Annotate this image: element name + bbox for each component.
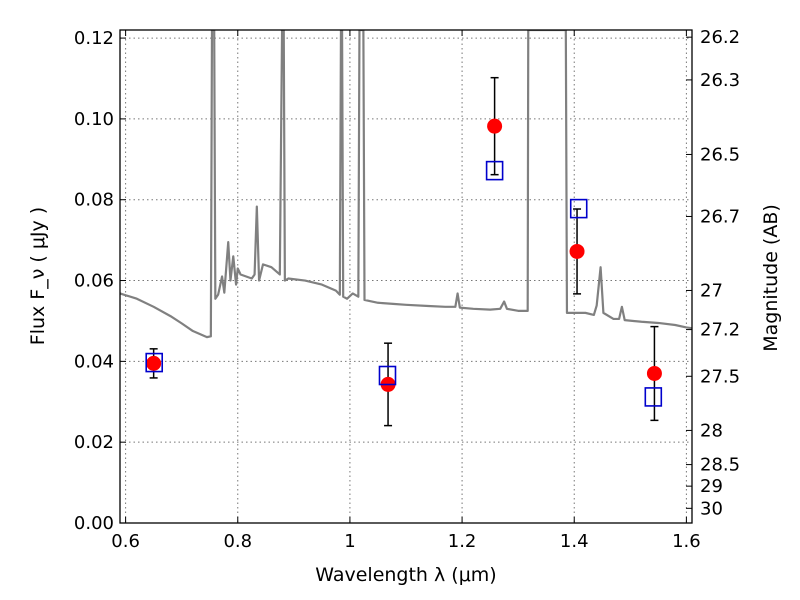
tick-labels: 0.6 0.8 1 1.2 1.4 1.6 0.00 0.02 0.04 0.06 0.08 0.10… xyxy=(74,27,740,552)
flux-point xyxy=(487,118,503,134)
mag-tick-label: 27.2 xyxy=(700,320,740,341)
mag-tick-label: 28.5 xyxy=(700,455,740,476)
y-tick-label: 0.08 xyxy=(74,190,114,211)
model-photometry-squares xyxy=(145,160,663,407)
y-tick-label: 0.02 xyxy=(74,432,114,453)
model-square xyxy=(644,387,663,407)
mag-tick-label: 30 xyxy=(700,498,723,519)
y-tick-label: 0.04 xyxy=(74,351,114,372)
mag-tick-label: 28 xyxy=(700,420,723,441)
x-tick-label: 1 xyxy=(344,531,355,552)
flux-point xyxy=(569,243,585,259)
model-spectrum xyxy=(120,30,692,339)
mag-tick-label: 26.7 xyxy=(700,206,740,227)
y-tick-label: 0.12 xyxy=(74,28,114,49)
x-axis-title: Wavelength λ (μm) xyxy=(315,564,496,586)
mag-tick-label: 29 xyxy=(700,476,723,497)
grid xyxy=(120,30,692,523)
axes xyxy=(119,29,693,524)
flux-errorbars xyxy=(146,76,662,427)
flux-point xyxy=(146,355,162,371)
right-axis-title: Magnitude (AB) xyxy=(760,204,782,352)
mag-tick-label: 26.3 xyxy=(700,70,740,91)
y-tick-label: 0.00 xyxy=(74,513,114,534)
x-tick-label: 0.8 xyxy=(223,531,252,552)
model-square xyxy=(485,160,504,181)
x-tick-label: 1.6 xyxy=(672,531,701,552)
y-tick-label: 0.10 xyxy=(74,109,114,130)
mag-tick-label: 26.2 xyxy=(700,27,740,48)
x-tick-label: 1.2 xyxy=(448,531,477,552)
flux-point xyxy=(646,365,662,381)
model-square xyxy=(378,365,397,386)
model-square xyxy=(569,198,588,219)
model-square xyxy=(145,352,164,373)
y-tick-label: 0.06 xyxy=(74,271,114,292)
mag-tick-label: 27 xyxy=(700,280,723,301)
spectrum-line xyxy=(120,30,692,339)
mag-tick-label: 27.5 xyxy=(700,366,740,387)
mag-tick-label: 26.5 xyxy=(700,144,740,165)
y-axis-title: Flux F_ν ( μJy ) xyxy=(27,207,49,345)
plot-frame xyxy=(119,29,693,524)
x-tick-label: 0.6 xyxy=(111,531,140,552)
x-tick-label: 1.4 xyxy=(560,531,589,552)
